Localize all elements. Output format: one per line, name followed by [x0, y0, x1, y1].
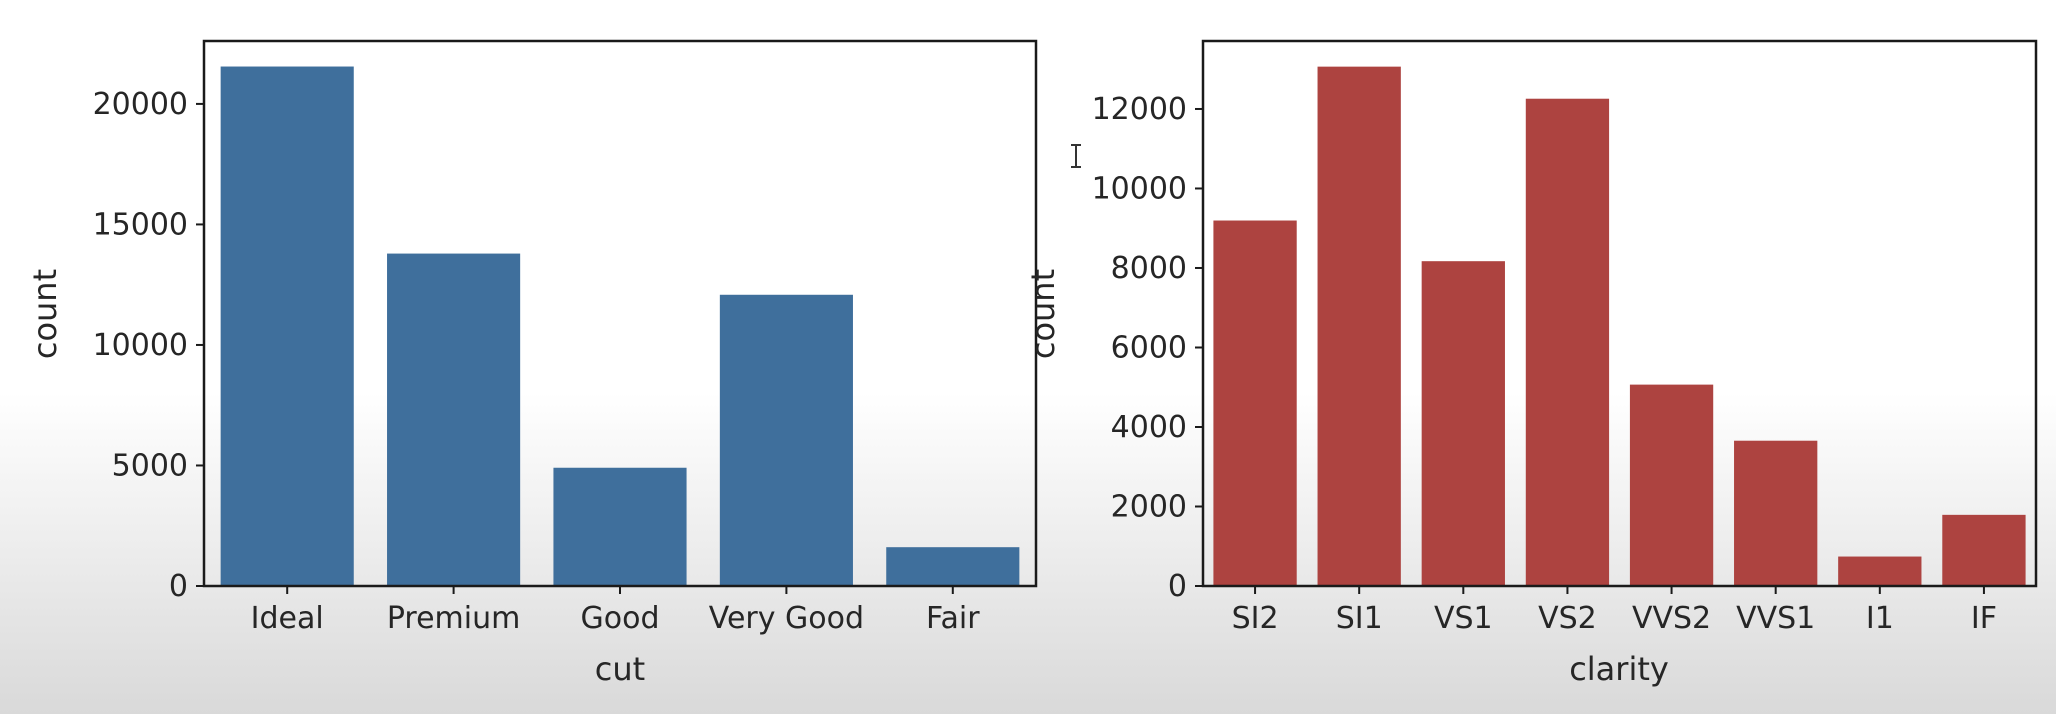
clarity-y-tick-label: 0	[1168, 569, 1187, 604]
cut-bar	[886, 547, 1020, 586]
cut-y-ticks: 0 5000 10000 15000 20000	[93, 87, 204, 604]
clarity-y-tick-label: 6000	[1111, 330, 1187, 365]
text-cursor-icon	[1071, 144, 1081, 168]
cut-plot-frame	[202, 39, 1038, 588]
cut-y-tick-label: 15000	[93, 207, 188, 242]
clarity-x-tick-label: VVS2	[1632, 601, 1711, 636]
cut-x-tick-label: Very Good	[709, 601, 864, 636]
cut-x-tick-label: Fair	[926, 601, 980, 636]
clarity-bar	[1838, 556, 1922, 586]
clarity-bars	[1213, 66, 2026, 587]
cut-y-tick-label: 10000	[93, 328, 188, 363]
clarity-y-axis-label: count	[1024, 269, 1062, 359]
cut-bar	[719, 294, 853, 586]
clarity-y-ticks: 0 2000 4000 6000 8000 10000 12000	[1092, 92, 1203, 604]
clarity-bar	[1525, 98, 1610, 586]
clarity-y-tick-label: 10000	[1092, 171, 1187, 206]
clarity-y-tick-label: 4000	[1111, 410, 1187, 445]
clarity-x-tick-label: SI1	[1336, 601, 1383, 636]
cut-bar	[553, 467, 687, 586]
cut-y-tick-label: 5000	[112, 448, 188, 483]
cut-x-tick-label: Good	[581, 601, 660, 636]
clarity-x-tick-label: I1	[1866, 601, 1894, 636]
clarity-x-tick-label: VVS1	[1736, 601, 1815, 636]
cut-x-axis-label: cut	[595, 650, 645, 688]
cut-x-tick-label: Ideal	[251, 601, 324, 636]
clarity-bar	[1421, 261, 1505, 586]
clarity-x-ticks: SI2 SI1 VS1 VS2 VVS2 VVS1 I1 IF	[1232, 586, 1997, 636]
clarity-x-tick-label: SI2	[1232, 601, 1279, 636]
clarity-bar	[1734, 440, 1818, 586]
cut-bar	[220, 66, 354, 586]
clarity-plot-frame	[1201, 39, 2038, 588]
cut-bar	[387, 253, 521, 586]
cut-count-chart: Ideal Premium Good Very Good Fair 0 5000 10000…	[26, 39, 1038, 688]
clarity-y-tick-label: 8000	[1111, 251, 1187, 286]
cut-x-tick-label: Premium	[387, 601, 521, 636]
clarity-y-tick-label: 12000	[1092, 92, 1187, 127]
cut-bars	[220, 66, 1020, 586]
cut-y-axis-label: count	[26, 269, 64, 359]
clarity-x-tick-label: IF	[1971, 601, 1997, 636]
clarity-bar	[1317, 66, 1401, 587]
clarity-x-axis-label: clarity	[1569, 650, 1669, 688]
cut-x-ticks: Ideal Premium Good Very Good Fair	[251, 586, 980, 636]
clarity-bar	[1213, 220, 1297, 586]
clarity-count-chart: SI2 SI1 VS1 VS2 VVS2 VVS1 I1 IF 0 2000 4000 6000 80…	[1024, 39, 2038, 688]
clarity-y-tick-label: 2000	[1111, 489, 1187, 524]
clarity-x-tick-label: VS2	[1538, 601, 1597, 636]
clarity-bar	[1629, 384, 1714, 586]
clarity-bar	[1942, 514, 2026, 586]
cut-y-tick-label: 20000	[93, 87, 188, 122]
clarity-x-tick-label: VS1	[1434, 601, 1493, 636]
cut-y-tick-label: 0	[169, 569, 188, 604]
